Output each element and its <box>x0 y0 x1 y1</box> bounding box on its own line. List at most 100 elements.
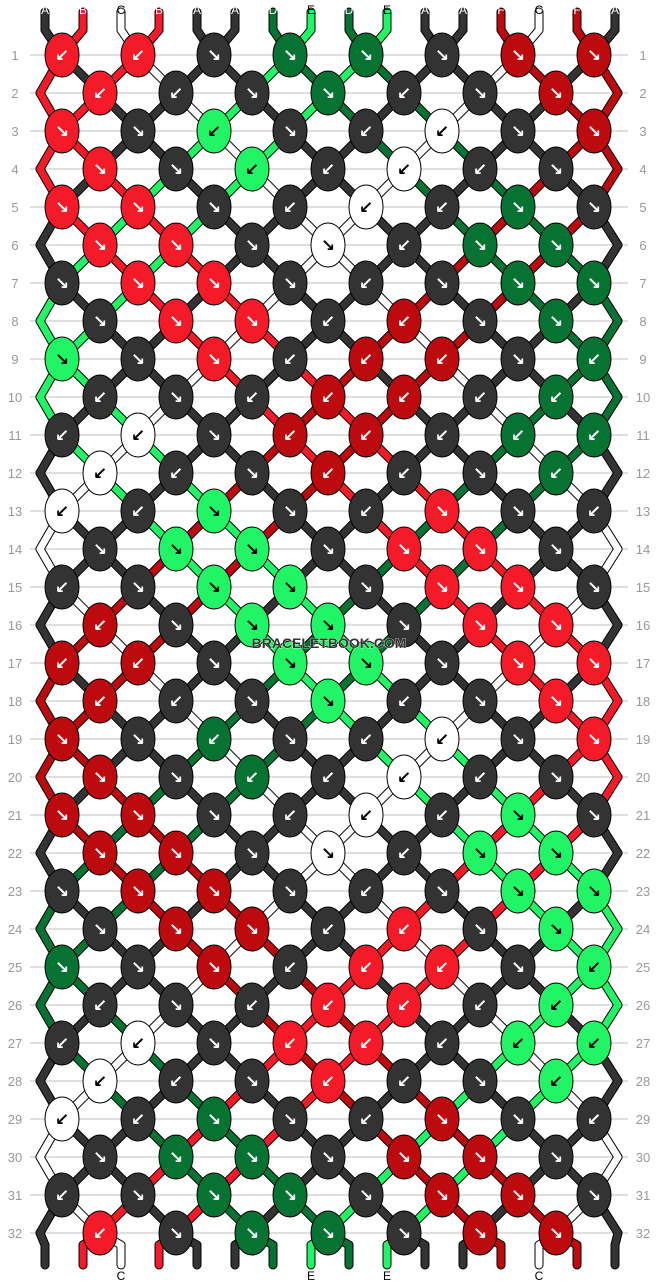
arrow-down-right-icon: ↘ <box>93 236 107 256</box>
knot-body <box>538 526 574 572</box>
row-number-right: 17 <box>636 656 650 671</box>
knot: ↘ <box>234 298 270 344</box>
arrow-down-right-icon: ↘ <box>397 540 411 560</box>
arrow-down-right-icon: ↘ <box>473 1224 487 1244</box>
arrow-down-right-icon: ↘ <box>473 1072 487 1092</box>
knot-body <box>234 526 270 572</box>
knot: ↘ <box>272 1096 308 1142</box>
row-number-right: 3 <box>639 124 646 139</box>
arrow-down-right-icon: ↘ <box>283 882 297 902</box>
knot-body <box>538 298 574 344</box>
arrow-down-right-icon: ↘ <box>435 578 449 598</box>
knot: ↙ <box>386 222 422 268</box>
arrow-down-left-icon: ↙ <box>549 1072 563 1092</box>
knot: ↘ <box>234 602 270 648</box>
knot: ↙ <box>576 488 612 534</box>
string-label-top: F <box>573 3 580 17</box>
knot: ↘ <box>424 564 460 610</box>
knot-body <box>82 222 118 268</box>
knot: ↘ <box>158 602 194 648</box>
knot-body <box>462 526 498 572</box>
knot-body <box>424 1096 460 1142</box>
arrow-down-right-icon: ↘ <box>321 1148 335 1168</box>
arrow-down-right-icon: ↘ <box>549 844 563 864</box>
arrow-down-right-icon: ↘ <box>207 350 221 370</box>
knot-body <box>196 716 232 762</box>
knot-body <box>348 716 384 762</box>
watermark: BRACELETBOOK.COM <box>252 635 407 651</box>
arrow-down-left-icon: ↙ <box>359 806 373 826</box>
knot-body <box>196 564 232 610</box>
knot: ↙ <box>386 982 422 1028</box>
knot: ↙ <box>386 298 422 344</box>
arrow-down-right-icon: ↘ <box>131 274 145 294</box>
knot-body <box>272 336 308 382</box>
arrow-down-right-icon: ↘ <box>55 122 69 142</box>
knot-body <box>386 222 422 268</box>
knot-body <box>576 640 612 686</box>
knot-body <box>500 336 536 382</box>
knot-body <box>44 108 80 154</box>
arrow-down-right-icon: ↘ <box>549 236 563 256</box>
arrow-down-right-icon: ↘ <box>511 1110 525 1130</box>
arrow-down-right-icon: ↘ <box>435 274 449 294</box>
string-label-top: C <box>117 3 126 17</box>
knot: ↙ <box>120 32 156 78</box>
knot: ↘ <box>196 412 232 458</box>
string-label-bottom: C <box>535 1269 544 1283</box>
knot-body <box>538 70 574 116</box>
knot-body <box>386 678 422 724</box>
arrow-down-right-icon: ↘ <box>283 274 297 294</box>
row-number-left: 25 <box>8 960 22 975</box>
arrow-down-right-icon: ↘ <box>207 806 221 826</box>
knot-body <box>272 1096 308 1142</box>
knot: ↘ <box>120 944 156 990</box>
arrow-down-left-icon: ↙ <box>245 768 259 788</box>
knot: ↘ <box>576 108 612 154</box>
knot-body <box>234 754 270 800</box>
knot-body <box>386 450 422 496</box>
knot: ↘ <box>500 184 536 230</box>
arrow-down-left-icon: ↙ <box>359 958 373 978</box>
knot: ↘ <box>500 944 536 990</box>
knot: ↘ <box>120 184 156 230</box>
arrow-down-right-icon: ↘ <box>169 236 183 256</box>
arrow-down-right-icon: ↘ <box>283 654 297 674</box>
knot: ↘ <box>348 640 384 686</box>
knot-body <box>120 640 156 686</box>
row-number-left: 15 <box>8 580 22 595</box>
knot: ↘ <box>386 526 422 572</box>
knot-body <box>44 1096 80 1142</box>
arrow-down-left-icon: ↙ <box>587 1034 601 1054</box>
knot: ↙ <box>120 1020 156 1066</box>
arrow-down-right-icon: ↘ <box>283 1110 297 1130</box>
arrow-down-left-icon: ↙ <box>587 426 601 446</box>
knot: ↘ <box>462 1058 498 1104</box>
knot: ↙ <box>348 108 384 154</box>
knot-body <box>386 526 422 572</box>
arrow-down-right-icon: ↘ <box>321 692 335 712</box>
knot: ↘ <box>462 298 498 344</box>
knot: ↙ <box>538 374 574 420</box>
knot: ↙ <box>386 146 422 192</box>
knot-body <box>196 336 232 382</box>
arrow-down-right-icon: ↘ <box>473 540 487 560</box>
knot-body <box>386 602 422 648</box>
arrow-down-right-icon: ↘ <box>131 1186 145 1206</box>
knot: ↘ <box>348 32 384 78</box>
row-number-right: 30 <box>636 1150 650 1165</box>
arrow-down-right-icon: ↘ <box>283 502 297 522</box>
row-number-right: 5 <box>639 200 646 215</box>
knot: ↘ <box>82 526 118 572</box>
arrow-down-left-icon: ↙ <box>321 1072 335 1092</box>
knot: ↘ <box>462 678 498 724</box>
knot: ↘ <box>196 1096 232 1142</box>
knot: ↘ <box>462 1210 498 1256</box>
knot: ↘ <box>424 868 460 914</box>
arrow-down-right-icon: ↘ <box>511 958 525 978</box>
knot-body <box>272 716 308 762</box>
knot: ↙ <box>576 944 612 990</box>
arrow-down-right-icon: ↘ <box>169 540 183 560</box>
arrow-down-left-icon: ↙ <box>131 1110 145 1130</box>
